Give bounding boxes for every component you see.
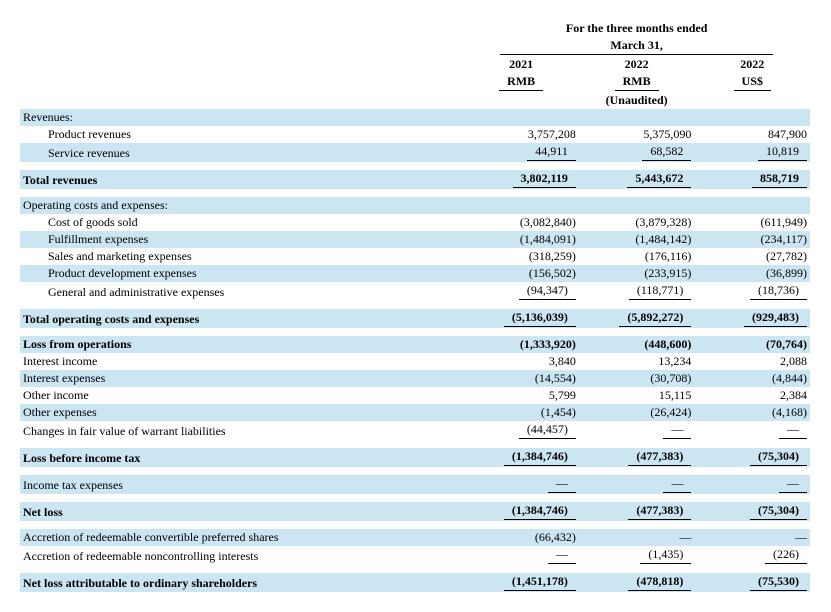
- total-revenues-label: Total revenues: [20, 170, 463, 189]
- row-label: Service revenues: [20, 143, 463, 162]
- date-header: March 31,: [463, 37, 810, 56]
- col-year-0: 2021: [463, 56, 579, 73]
- cell: (226): [694, 546, 810, 565]
- cell: (36,899): [694, 265, 810, 282]
- total-opcosts-label: Total operating costs and expenses: [20, 309, 463, 328]
- cell: —: [694, 475, 810, 494]
- cell: 15,115: [579, 387, 695, 404]
- opcosts-header: Operating costs and expenses:: [20, 197, 463, 214]
- cell: (929,483): [694, 309, 810, 328]
- cell: (94,347): [463, 282, 579, 301]
- loss-ops-label: Loss from operations: [20, 336, 463, 353]
- cell: —: [579, 475, 695, 494]
- row-label: Interest expenses: [20, 370, 463, 387]
- tax-label: Income tax expenses: [20, 475, 463, 494]
- cell: 847,900: [694, 126, 810, 143]
- cell: (5,136,039): [463, 309, 579, 328]
- row-label: Product development expenses: [20, 265, 463, 282]
- col-cur-0: RMB: [463, 73, 579, 92]
- income-statement: For the three months ended March 31, 202…: [20, 20, 810, 592]
- cell: (118,771): [579, 282, 695, 301]
- cell: 5,443,672: [579, 170, 695, 189]
- cell: (5,892,272): [579, 309, 695, 328]
- cell: 68,582: [579, 143, 695, 162]
- cell: (26,424): [579, 404, 695, 421]
- col-cur-1: RMB: [579, 73, 695, 92]
- cell: (1,451,178): [463, 573, 579, 592]
- cell: (3,082,840): [463, 214, 579, 231]
- cell: (1,435): [579, 546, 695, 565]
- cell: (234,117): [694, 231, 810, 248]
- row-label: Changes in fair value of warrant liabili…: [20, 421, 463, 440]
- cell: (1,454): [463, 404, 579, 421]
- net-attr-label: Net loss attributable to ordinary shareh…: [20, 573, 463, 592]
- cell: 2,088: [694, 353, 810, 370]
- cell: (478,818): [579, 573, 695, 592]
- cell: (318,259): [463, 248, 579, 265]
- cell: 13,234: [579, 353, 695, 370]
- cell: (156,502): [463, 265, 579, 282]
- cell: (477,383): [579, 448, 695, 467]
- row-label: Accretion of redeemable noncontrolling i…: [20, 546, 463, 565]
- cell: (1,333,920): [463, 336, 579, 353]
- cell: (3,879,328): [579, 214, 695, 231]
- cell: —: [694, 529, 810, 546]
- cell: (1,484,091): [463, 231, 579, 248]
- row-label: Cost of goods sold: [20, 214, 463, 231]
- financial-table: For the three months ended March 31, 202…: [20, 20, 810, 592]
- cell: 10,819: [694, 143, 810, 162]
- cell: (14,554): [463, 370, 579, 387]
- row-label: Product revenues: [20, 126, 463, 143]
- row-label: General and administrative expenses: [20, 282, 463, 301]
- cell: —: [463, 475, 579, 494]
- cell: (1,484,142): [579, 231, 695, 248]
- cell: (1,384,746): [463, 448, 579, 467]
- cell: (44,457): [463, 421, 579, 440]
- cell: —: [694, 421, 810, 440]
- cell: (176,116): [579, 248, 695, 265]
- cell: 5,375,090: [579, 126, 695, 143]
- cell: 44,911: [463, 143, 579, 162]
- cell: (233,915): [579, 265, 695, 282]
- cell: (18,736): [694, 282, 810, 301]
- col-cur-2: US$: [694, 73, 810, 92]
- loss-pretax-label: Loss before income tax: [20, 448, 463, 467]
- cell: 3,757,208: [463, 126, 579, 143]
- cell: (477,383): [579, 502, 695, 521]
- cell: (611,949): [694, 214, 810, 231]
- cell: 5,799: [463, 387, 579, 404]
- row-label: Interest income: [20, 353, 463, 370]
- col-year-2: 2022: [694, 56, 810, 73]
- cell: 2,384: [694, 387, 810, 404]
- cell: (30,708): [579, 370, 695, 387]
- revenues-header: Revenues:: [20, 109, 463, 126]
- cell: (66,432): [463, 529, 579, 546]
- cell: (4,168): [694, 404, 810, 421]
- row-label: Other expenses: [20, 404, 463, 421]
- cell: 858,719: [694, 170, 810, 189]
- cell: —: [463, 546, 579, 565]
- cell: (4,844): [694, 370, 810, 387]
- cell: (448,600): [579, 336, 695, 353]
- col-year-1: 2022: [579, 56, 695, 73]
- unaudited-note: (Unaudited): [579, 92, 695, 109]
- row-label: Accretion of redeemable convertible pref…: [20, 529, 463, 546]
- cell: (1,384,746): [463, 502, 579, 521]
- cell: (27,782): [694, 248, 810, 265]
- cell: —: [579, 529, 695, 546]
- cell: 3,840: [463, 353, 579, 370]
- net-loss-label: Net loss: [20, 502, 463, 521]
- cell: (75,304): [694, 448, 810, 467]
- row-label: Other income: [20, 387, 463, 404]
- row-label: Sales and marketing expenses: [20, 248, 463, 265]
- cell: (70,764): [694, 336, 810, 353]
- period-header: For the three months ended: [463, 20, 810, 37]
- row-label: Fulfillment expenses: [20, 231, 463, 248]
- cell: (75,530): [694, 573, 810, 592]
- cell: (75,304): [694, 502, 810, 521]
- cell: 3,802,119: [463, 170, 579, 189]
- cell: —: [579, 421, 695, 440]
